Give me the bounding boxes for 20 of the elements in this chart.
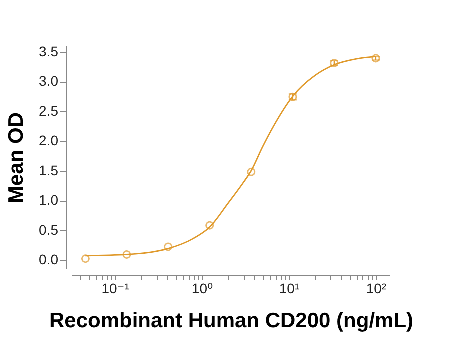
point [81, 254, 90, 264]
point [164, 242, 173, 252]
point [372, 54, 380, 63]
x-tick-label: 10⁻¹ [102, 280, 130, 296]
point [206, 221, 214, 230]
y-tick-label: 0.5 [39, 222, 59, 238]
y-axis-title: Mean OD [5, 112, 28, 204]
y-tick-label: 3.0 [39, 73, 59, 90]
y-tick-label: 1.0 [39, 192, 59, 208]
x-axis-title: Recombinant Human CD200 (ng/mL) [49, 310, 414, 332]
y-tick-label: 2.0 [39, 132, 59, 149]
point [122, 250, 132, 259]
x-tick-label: 10¹ [279, 280, 300, 296]
y-tick-label: 2.5 [39, 102, 59, 119]
y-tick-label: 1.5 [39, 162, 59, 178]
y-tick-label: 0.0 [39, 252, 59, 268]
x-tick-label: 10² [366, 280, 387, 296]
x-tick-label: 10⁰ [192, 280, 214, 296]
y-tick-label: 3.5 [39, 43, 59, 60]
point [247, 168, 256, 176]
